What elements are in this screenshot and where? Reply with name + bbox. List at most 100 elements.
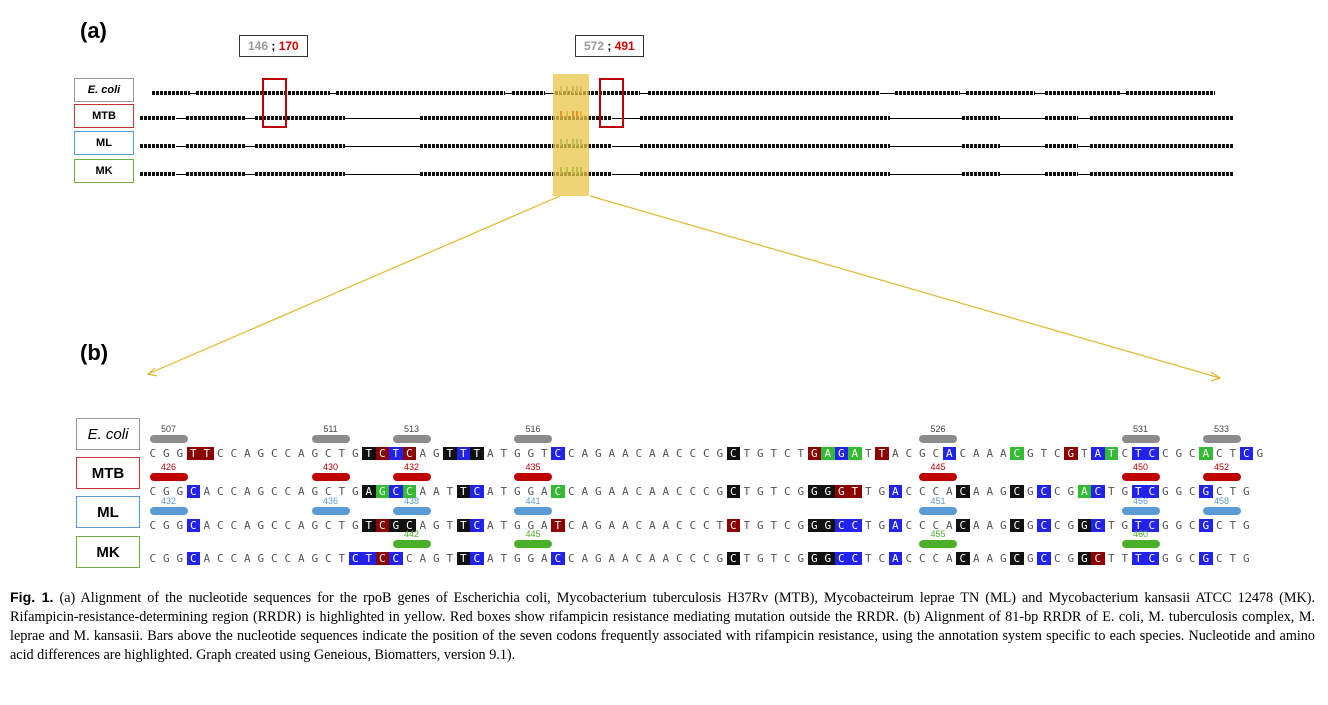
zoom-lines bbox=[146, 195, 1222, 382]
arrow-head-right bbox=[1210, 371, 1222, 382]
sequence-block bbox=[640, 144, 890, 148]
nucleotide: A bbox=[203, 485, 211, 498]
nucleotide: T bbox=[770, 447, 778, 460]
sequence-block bbox=[1045, 91, 1120, 95]
mutation-box-2 bbox=[599, 78, 624, 128]
nucleotide: A bbox=[540, 485, 548, 498]
nucleotide: T bbox=[500, 519, 508, 532]
nucleotide: A bbox=[243, 552, 251, 565]
nucleotide: G bbox=[311, 447, 319, 460]
rrdr-label-mtb: MTB bbox=[76, 457, 140, 489]
nucleotide: T bbox=[1131, 552, 1145, 565]
nucleotide: T bbox=[551, 519, 565, 532]
nucleotide: C bbox=[324, 447, 332, 460]
zoom-line-left bbox=[147, 195, 561, 375]
nucleotide: C bbox=[270, 519, 278, 532]
codon-number: 513 bbox=[403, 424, 420, 434]
nucleotide: C bbox=[918, 485, 926, 498]
nucleotide: A bbox=[648, 552, 656, 565]
nucleotide: T bbox=[1040, 447, 1048, 460]
codon-number: 445 bbox=[525, 529, 541, 539]
codon-number: 430 bbox=[322, 462, 339, 472]
position-ecoli: 146 bbox=[248, 39, 269, 53]
nucleotide: G bbox=[527, 485, 535, 498]
nucleotide: A bbox=[297, 519, 305, 532]
nucleotide: C bbox=[1121, 447, 1129, 460]
nucleotide: C bbox=[932, 552, 940, 565]
nucleotide: G bbox=[1026, 485, 1034, 498]
nucleotide: T bbox=[456, 447, 470, 460]
nucleotide: C bbox=[959, 447, 967, 460]
nucleotide: A bbox=[608, 519, 616, 532]
nucleotide: A bbox=[945, 552, 953, 565]
caption-figure-number: Fig. 1. bbox=[10, 590, 54, 606]
nucleotide: G bbox=[1026, 447, 1034, 460]
nucleotide: G bbox=[1242, 485, 1250, 498]
nucleotide: G bbox=[162, 447, 170, 460]
nucleotide: T bbox=[456, 519, 470, 532]
nucleotide: G bbox=[834, 485, 848, 498]
sequence-block bbox=[255, 172, 345, 176]
nucleotide: C bbox=[284, 519, 292, 532]
nucleotide: G bbox=[1026, 519, 1034, 532]
nucleotide: G bbox=[1161, 485, 1169, 498]
nucleotide: A bbox=[945, 485, 953, 498]
nucleotide: T bbox=[1229, 552, 1237, 565]
codon-bar bbox=[514, 507, 552, 515]
nucleotide: C bbox=[551, 485, 565, 498]
nucleotide: T bbox=[338, 447, 346, 460]
nucleotide: A bbox=[986, 447, 994, 460]
nucleotide: A bbox=[662, 447, 670, 460]
nucleotide: C bbox=[1215, 447, 1223, 460]
nucleotide: C bbox=[230, 485, 238, 498]
nucleotide: G bbox=[1175, 485, 1183, 498]
nucleotide: G bbox=[999, 552, 1007, 565]
codon-number: 435 bbox=[525, 462, 541, 472]
sequence-block bbox=[1045, 116, 1078, 120]
codon-number: 455 bbox=[930, 529, 946, 539]
nucleotide: G bbox=[797, 519, 805, 532]
nucleotide: C bbox=[702, 519, 710, 532]
nucleotide: C bbox=[230, 447, 238, 460]
nucleotide: G bbox=[807, 447, 821, 460]
nucleotide: C bbox=[284, 485, 292, 498]
nucleotide: T bbox=[1229, 447, 1237, 460]
nucleotide: C bbox=[389, 485, 403, 498]
codon-bar bbox=[392, 435, 431, 443]
nucleotide: T bbox=[500, 485, 508, 498]
rrdr-highlight bbox=[553, 74, 589, 196]
nucleotide: C bbox=[1188, 447, 1196, 460]
nucleotide: C bbox=[1053, 447, 1061, 460]
nucleotide: T bbox=[1229, 519, 1237, 532]
position-mtb: 170 bbox=[278, 39, 299, 53]
position-mtb: 491 bbox=[614, 39, 635, 53]
sequence-block bbox=[1045, 172, 1078, 176]
nucleotide: T bbox=[1229, 485, 1237, 498]
nucleotide: T bbox=[362, 552, 376, 565]
nucleotide: A bbox=[972, 552, 980, 565]
nucleotide: A bbox=[972, 447, 980, 460]
codon-number: 458 bbox=[1213, 496, 1230, 506]
codon-number: 531 bbox=[1132, 424, 1149, 434]
nucleotide: G bbox=[1161, 519, 1169, 532]
codon-bar bbox=[514, 473, 552, 481]
nucleotide: G bbox=[1121, 485, 1129, 498]
nucleotide: G bbox=[1121, 519, 1129, 532]
sequence-block bbox=[255, 144, 345, 148]
nucleotide: C bbox=[270, 552, 278, 565]
nucleotide: C bbox=[402, 447, 416, 460]
nucleotide: A bbox=[662, 485, 670, 498]
nucleotide: T bbox=[1080, 447, 1088, 460]
species-label-mtb: MTB bbox=[74, 104, 134, 128]
nucleotide: T bbox=[770, 519, 778, 532]
nucleotide: C bbox=[567, 447, 575, 460]
sequence-block bbox=[962, 144, 1000, 148]
nucleotide: C bbox=[689, 552, 697, 565]
nucleotide: T bbox=[743, 447, 751, 460]
sequence-block bbox=[420, 116, 612, 120]
nucleotide: A bbox=[608, 552, 616, 565]
codon-bar bbox=[1121, 540, 1160, 548]
codon-bar bbox=[919, 435, 957, 443]
nucleotide: A bbox=[540, 519, 548, 532]
